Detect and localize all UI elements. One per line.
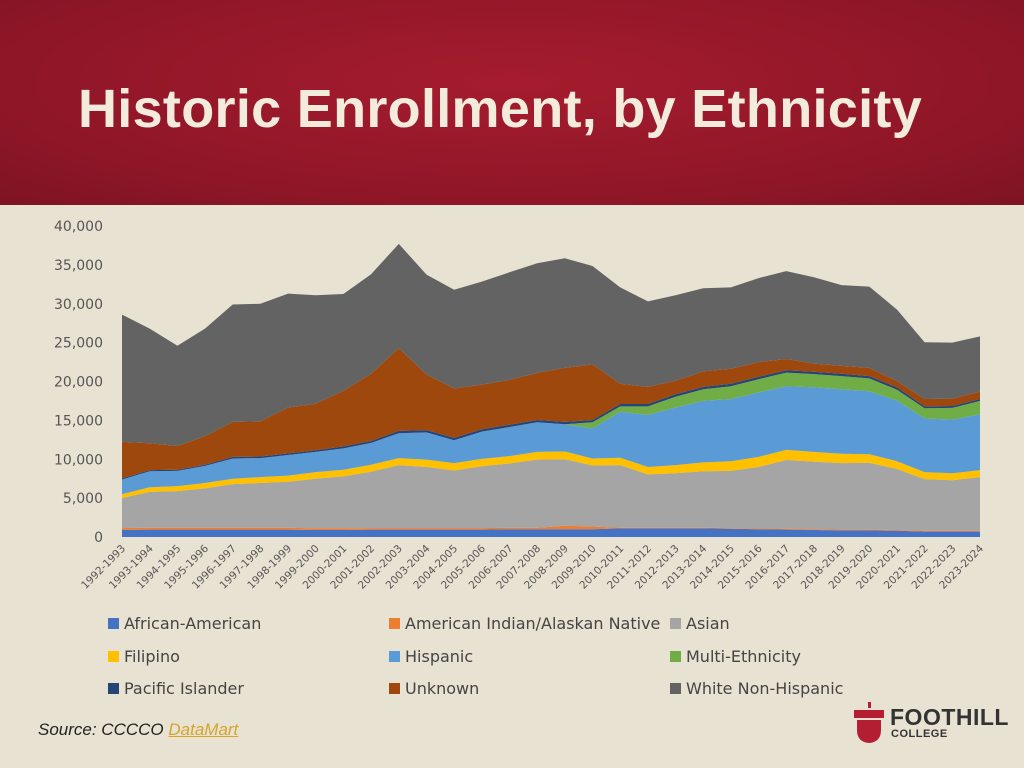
legend-swatch [389, 650, 400, 662]
acorn-icon [854, 702, 884, 743]
title-banner: Historic Enrollment, by Ethnicity [0, 0, 1024, 205]
area-series-2 [122, 459, 980, 531]
legend-item: African-American [108, 611, 261, 635]
legend-label: White Non-Hispanic [686, 678, 844, 698]
area-series-4 [122, 386, 980, 495]
y-tick-label: 15,000 [54, 413, 103, 429]
legend-swatch [670, 650, 681, 662]
legend-item: American Indian/Alaskan Native [389, 611, 660, 635]
area-series-1 [122, 525, 980, 532]
legend-item: White Non-Hispanic [670, 676, 843, 700]
legend-item: Unknown [389, 676, 479, 700]
legend-label: Unknown [405, 678, 480, 698]
legend-label: African-American [124, 613, 262, 633]
legend-swatch [389, 682, 400, 694]
legend-item: Hispanic [389, 644, 473, 668]
y-tick-label: 35,000 [54, 258, 103, 274]
legend-swatch [108, 682, 119, 694]
legend-swatch [389, 617, 400, 629]
legend-label: Pacific Islander [124, 678, 244, 698]
foothill-logo: FOOTHILL COLLEGE [852, 702, 1008, 744]
enrollment-area-chart: 0 5,000 10,000 15,000 20,000 25,000 30,000 35,0… [54, 219, 986, 592]
y-tick-label: 10,000 [54, 452, 103, 468]
legend-label: Filipino [124, 646, 180, 666]
area-series-8 [122, 243, 980, 446]
area-series-0 [122, 528, 980, 537]
legend-swatch [108, 650, 119, 662]
logo-subname: COLLEGE [891, 728, 948, 740]
legend-item: Asian [670, 611, 730, 635]
legend-swatch [108, 617, 119, 629]
y-tick-label: 5,000 [63, 491, 103, 507]
legend-item: Filipino [108, 644, 180, 668]
legend-item: Multi-Ethnicity [670, 644, 801, 668]
legend-label: Multi-Ethnicity [686, 646, 801, 666]
area-series-7 [122, 348, 980, 479]
legend-label: American Indian/Alaskan Native [405, 613, 661, 633]
logo-name: FOOTHILL [890, 704, 1009, 730]
y-tick-label: 20,000 [54, 375, 103, 391]
legend-label: Hispanic [405, 646, 474, 666]
source-prefix: Source: CCCCO [38, 720, 169, 739]
y-tick-label: 30,000 [54, 297, 103, 313]
y-tick-label: 0 [94, 530, 103, 546]
datamart-link[interactable]: DataMart [168, 720, 239, 739]
legend-label: Asian [686, 613, 730, 633]
y-tick-label: 40,000 [54, 219, 103, 235]
legend-swatch [670, 682, 681, 694]
legend-item: Pacific Islander [108, 676, 244, 700]
slide-title: Historic Enrollment, by Ethnicity [78, 79, 923, 139]
legend-swatch [670, 617, 681, 629]
y-tick-label: 25,000 [54, 336, 103, 352]
chart-legend: African-American American Indian/Alaskan … [0, 608, 1024, 708]
source-note: Source: CCCCO DataMart [38, 720, 238, 740]
area-series-3 [122, 449, 980, 499]
